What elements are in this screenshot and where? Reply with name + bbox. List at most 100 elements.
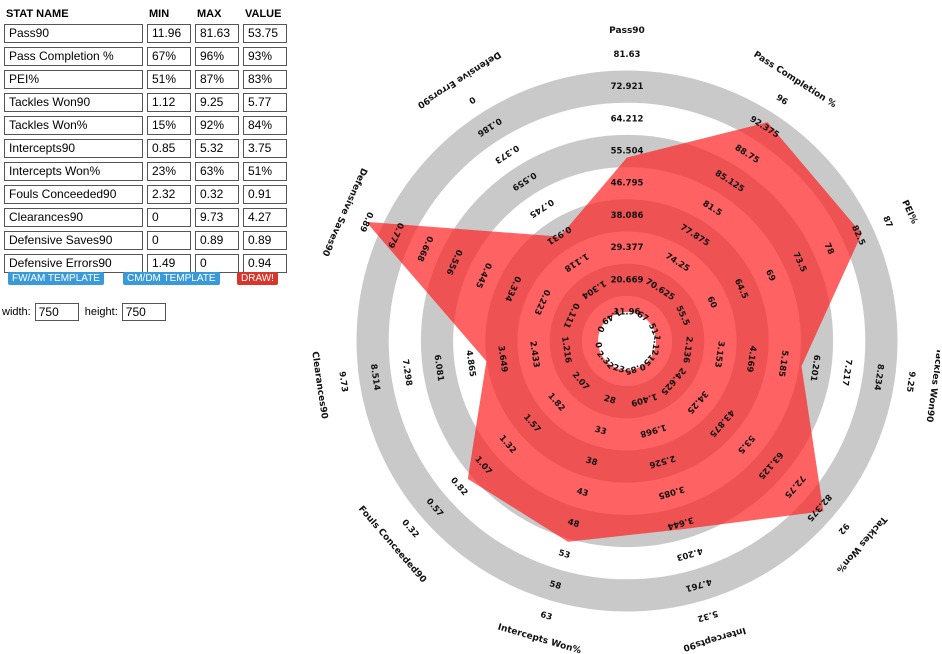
radar-tick-label: 43 bbox=[575, 486, 589, 499]
stat-name-field[interactable]: Clearances90 bbox=[4, 208, 143, 227]
radar-tick-label: 38 bbox=[584, 456, 598, 469]
stat-min-field[interactable]: 1.49 bbox=[147, 254, 191, 273]
stat-value-field[interactable]: 51% bbox=[243, 162, 287, 181]
radar-tick-label: 9.73 bbox=[336, 371, 349, 393]
stat-max-field[interactable]: 63% bbox=[195, 162, 239, 181]
radar-chart: 11.96 20.669 29.377 38.086 46.795 55.504 64.21… bbox=[309, 26, 940, 654]
stat-max-field[interactable]: 92% bbox=[195, 116, 239, 135]
header-value: VALUE bbox=[245, 8, 282, 20]
radar-tick-label: 4.203 bbox=[675, 545, 704, 562]
stat-name-field[interactable]: Fouls Conceeded90 bbox=[4, 185, 143, 204]
stat-name-field[interactable]: Tackles Won% bbox=[4, 116, 143, 135]
fw-am-template-button[interactable]: FW/AM TEMPLATE bbox=[8, 272, 104, 285]
stat-value-field[interactable]: 93% bbox=[243, 47, 287, 66]
stat-table-body: Pass90 11.96 81.63 53.75 Pass Completion % 67… bbox=[4, 24, 287, 273]
stat-row: Defensive Saves90 0 0.89 0.89 bbox=[4, 231, 287, 250]
stat-max-field[interactable]: 96% bbox=[195, 47, 239, 66]
stat-max-field[interactable]: 9.73 bbox=[195, 208, 239, 227]
width-input[interactable] bbox=[34, 303, 79, 321]
stat-min-field[interactable]: 11.96 bbox=[147, 24, 191, 43]
radar-tick-label: 96 bbox=[774, 93, 789, 108]
stat-max-field[interactable]: 0.32 bbox=[195, 185, 239, 204]
radar-tick-label: 69 bbox=[763, 268, 777, 283]
stat-min-field[interactable]: 0.85 bbox=[147, 139, 191, 158]
stat-name-field[interactable]: Intercepts90 bbox=[4, 139, 143, 158]
stat-max-field[interactable]: 9.25 bbox=[195, 93, 239, 112]
stat-name-field[interactable]: Intercepts Won% bbox=[4, 162, 143, 181]
radar-axis-label: PEI% bbox=[899, 199, 919, 226]
stat-value-field[interactable]: 84% bbox=[243, 116, 287, 135]
radar-tick-label: 48 bbox=[566, 517, 580, 530]
stat-row: PEI% 51% 87% 83% bbox=[4, 70, 287, 89]
stat-min-field[interactable]: 15% bbox=[147, 116, 191, 135]
stat-max-field[interactable]: 0.89 bbox=[195, 231, 239, 250]
header-min: MIN bbox=[149, 8, 170, 20]
draw-button[interactable]: DRAW! bbox=[237, 272, 278, 285]
radar-tick-label: 4.865 bbox=[463, 350, 477, 378]
radar-tick-label: 5.32 bbox=[696, 608, 719, 624]
radar-tick-label: 0 bbox=[467, 94, 477, 106]
radar-tick-label: 46.795 bbox=[611, 179, 644, 189]
radar-area bbox=[366, 122, 862, 542]
stat-value-field[interactable]: 3.75 bbox=[243, 139, 287, 158]
radar-tick-label: 0.745 bbox=[527, 196, 555, 219]
radar-tick-label: 0.89 bbox=[357, 210, 375, 233]
stat-value-field[interactable]: 0.89 bbox=[243, 231, 287, 250]
radar-axis-label: Pass Completion % bbox=[751, 50, 837, 110]
radar-axis-label: Defensive Saves90 bbox=[320, 166, 369, 257]
radar-tick-label: 60 bbox=[705, 295, 719, 310]
stat-value-field[interactable]: 5.77 bbox=[243, 93, 287, 112]
radar-tick-label: 3.649 bbox=[495, 345, 509, 373]
stat-name-field[interactable]: Pass90 bbox=[4, 24, 143, 43]
stat-value-field[interactable]: 4.27 bbox=[243, 208, 287, 227]
radar-tick-label: 1.216 bbox=[559, 336, 573, 364]
stat-table-header: STAT NAME MIN MAX VALUE bbox=[4, 8, 287, 20]
stat-value-field[interactable]: 0.91 bbox=[243, 185, 287, 204]
stat-min-field[interactable]: 23% bbox=[147, 162, 191, 181]
stat-min-field[interactable]: 67% bbox=[147, 47, 191, 66]
stat-value-field[interactable]: 83% bbox=[243, 70, 287, 89]
stat-name-field[interactable]: Defensive Saves90 bbox=[4, 231, 143, 250]
radar-axis-label: Defensive Errors90 bbox=[415, 49, 502, 110]
stat-name-field[interactable]: Tackles Won90 bbox=[4, 93, 143, 112]
radar-tick-label: 5.185 bbox=[776, 349, 790, 377]
stat-value-field[interactable]: 53.75 bbox=[243, 24, 287, 43]
stat-max-field[interactable]: 81.63 bbox=[195, 24, 239, 43]
stat-name-field[interactable]: Pass Completion % bbox=[4, 47, 143, 66]
chart-dimensions: width: height: bbox=[2, 303, 172, 321]
radar-tick-label: 29.377 bbox=[611, 243, 644, 253]
stat-max-field[interactable]: 5.32 bbox=[195, 139, 239, 158]
radar-tick-label: 8.234 bbox=[871, 363, 885, 391]
stat-min-field[interactable]: 51% bbox=[147, 70, 191, 89]
cm-dm-template-button[interactable]: CM/DM TEMPLATE bbox=[123, 272, 220, 285]
radar-tick-label: 72.921 bbox=[611, 82, 644, 92]
radar-tick-label: 87 bbox=[880, 215, 894, 230]
stat-value-field[interactable]: 0.94 bbox=[243, 254, 287, 273]
stat-max-field[interactable]: 0 bbox=[195, 254, 239, 273]
stat-min-field[interactable]: 2.32 bbox=[147, 185, 191, 204]
stat-max-field[interactable]: 87% bbox=[195, 70, 239, 89]
stat-row: Pass Completion % 67% 96% 93% bbox=[4, 47, 287, 66]
radar-axis-label: Intercepts90 bbox=[682, 625, 747, 653]
stat-table-panel: STAT NAME MIN MAX VALUE Pass90 11.96 81.63… bbox=[2, 4, 291, 277]
radar-axis-label: Intercepts Won% bbox=[496, 622, 582, 654]
radar-tick-label: 4.169 bbox=[744, 345, 758, 373]
radar-tick-label: 92 bbox=[836, 521, 851, 537]
stat-row: Pass90 11.96 81.63 53.75 bbox=[4, 24, 287, 43]
radar-tick-label: 0 bbox=[592, 342, 603, 349]
stat-row: Fouls Conceeded90 2.32 0.32 0.91 bbox=[4, 185, 287, 204]
radar-axis-label: Pass90 bbox=[609, 26, 645, 36]
radar-tick-label: 2.433 bbox=[527, 340, 541, 368]
radar-tick-label: 0.82 bbox=[448, 476, 469, 498]
radar-tick-label: 51 bbox=[646, 322, 660, 337]
stat-row: Tackles Won90 1.12 9.25 5.77 bbox=[4, 93, 287, 112]
stat-min-field[interactable]: 0 bbox=[147, 208, 191, 227]
stat-name-field[interactable]: PEI% bbox=[4, 70, 143, 89]
stat-name-field[interactable]: Defensive Errors90 bbox=[4, 254, 143, 273]
radar-ring bbox=[356, 70, 898, 612]
stat-min-field[interactable]: 0 bbox=[147, 231, 191, 250]
stat-min-field[interactable]: 1.12 bbox=[147, 93, 191, 112]
radar-tick-label: 28 bbox=[603, 394, 617, 407]
height-input[interactable] bbox=[121, 303, 166, 321]
width-label: width: bbox=[2, 306, 31, 318]
